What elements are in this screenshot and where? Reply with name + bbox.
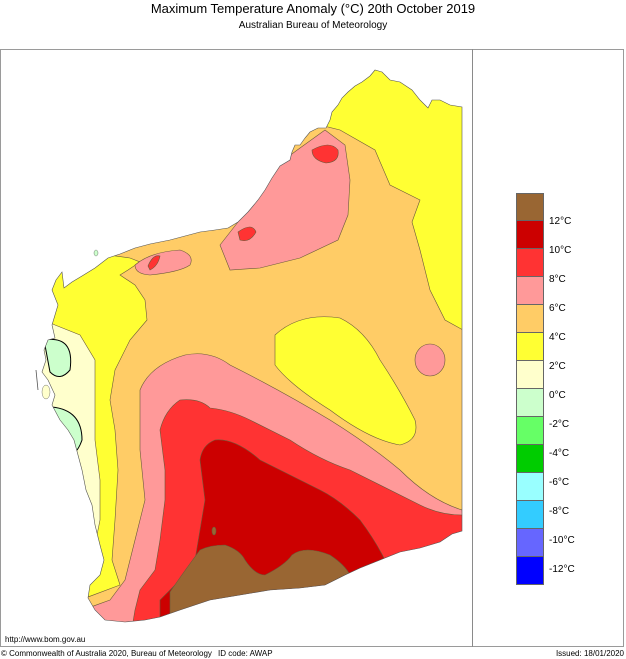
legend-swatch-minus4-minus2	[516, 417, 544, 445]
legend-swatch-10-12	[516, 221, 544, 249]
legend-label: 8°C	[549, 274, 566, 285]
legend-swatch-minus2-0	[516, 389, 544, 417]
legend-label: 0°C	[549, 390, 566, 401]
frame-divider	[472, 49, 473, 647]
copyright-text: © Commonwealth of Australia 2020, Bureau…	[1, 649, 212, 658]
legend-swatch-0-2	[516, 361, 544, 389]
map-frame	[0, 49, 624, 647]
legend-swatch-minus8-minus6	[516, 473, 544, 501]
bom-url-link[interactable]: http://www.bom.gov.au	[5, 635, 86, 644]
map-title: Maximum Temperature Anomaly (°C) 20th Oc…	[150, 1, 476, 16]
legend-swatch-above-12	[516, 193, 544, 221]
legend-label: 2°C	[549, 361, 566, 372]
temperature-anomaly-map	[35, 69, 463, 623]
legend-label: -6°C	[549, 477, 570, 488]
legend-label: -10°C	[549, 535, 575, 546]
map-subtitle: Australian Bureau of Meteorology	[238, 20, 388, 31]
issued-date: Issued: 18/01/2020	[555, 649, 624, 658]
legend-swatch-below-minus12	[516, 557, 544, 585]
legend-label: -4°C	[549, 448, 570, 459]
legend-swatch-4-6	[516, 305, 544, 333]
legend-label: 6°C	[549, 303, 566, 314]
legend-label: 12°C	[549, 216, 572, 227]
legend-swatch-minus6-minus4	[516, 445, 544, 473]
legend-label: -12°C	[549, 564, 575, 575]
legend-label: 10°C	[549, 245, 572, 256]
legend-swatch-2-4	[516, 333, 544, 361]
legend-swatch-6-8	[516, 277, 544, 305]
color-legend	[516, 193, 544, 585]
legend-swatch-minus10-minus8	[516, 501, 544, 529]
legend-label: -2°C	[549, 419, 570, 430]
legend-swatch-minus12-minus10	[516, 529, 544, 557]
legend-label: -8°C	[549, 506, 570, 517]
legend-swatch-8-10	[516, 249, 544, 277]
id-code: ID code: AWAP	[218, 649, 273, 658]
legend-label: 4°C	[549, 332, 566, 343]
